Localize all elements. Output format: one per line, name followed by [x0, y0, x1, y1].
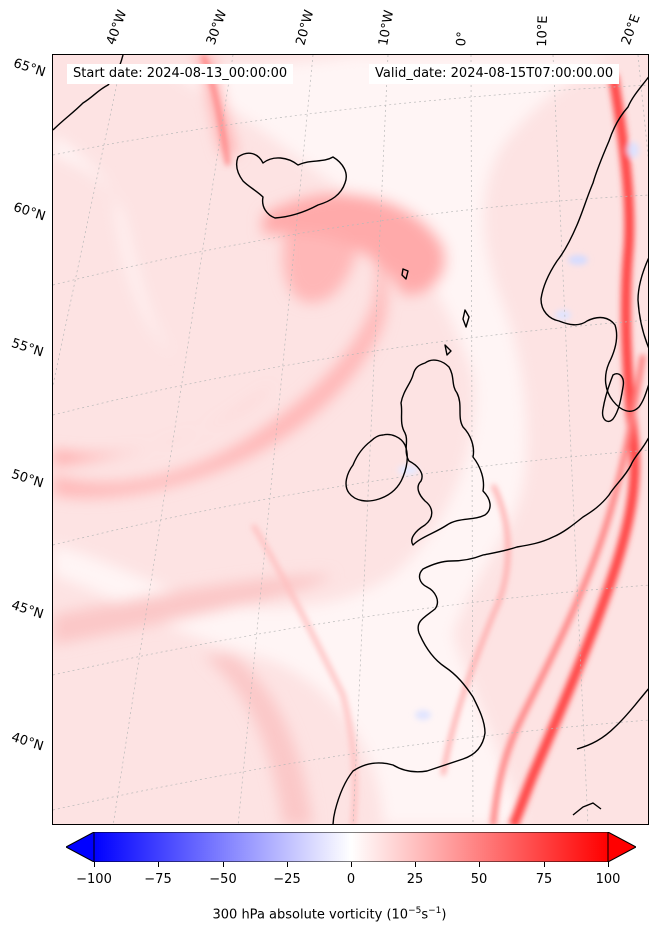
latitude-label-45n: 45°N [9, 598, 46, 623]
shetland-islands [462, 309, 470, 328]
colorbar [66, 832, 636, 862]
colorbar-label-close: ) [441, 907, 447, 923]
colorbar-label-text: 300 hPa absolute vorticity (10 [212, 907, 409, 923]
colorbar-label-exponent: −5 [408, 906, 422, 916]
latitude-label-40n: 40°N [9, 730, 46, 755]
valid-date-label: Valid_date: 2024-08-15T07:00:00.00 [369, 64, 620, 84]
colorbar-tickmark [479, 862, 480, 867]
start-date-label: Start date: 2024-08-13_00:00:00 [67, 64, 294, 84]
map-panel [52, 54, 649, 825]
colorbar-high-extension [607, 832, 636, 862]
north-africa-coast [572, 802, 602, 816]
colorbar-tick-label: −75 [144, 872, 172, 887]
colorbar-gradient [93, 832, 609, 862]
colorbar-tickmark [415, 862, 416, 867]
colorbar-tickmark [544, 862, 545, 867]
iceland-coast [235, 152, 347, 219]
longitude-label-10e: 10°E [535, 15, 552, 47]
denmark-coast [601, 373, 625, 423]
colorbar-low-extension [66, 832, 95, 862]
colorbar-label-unit: s [421, 907, 429, 923]
colorbar-label: 300 hPa absolute vorticity (10−5s−1) [0, 906, 659, 922]
latitude-label-50n: 50°N [9, 467, 46, 492]
colorbar-tickmark [608, 862, 609, 867]
longitude-label-0: 0° [454, 30, 471, 47]
sweden-coast [637, 257, 648, 348]
great-britain-coast [400, 359, 491, 546]
colorbar-tick-label: −50 [209, 872, 237, 887]
latitude-label-55n: 55°N [9, 336, 46, 361]
colorbar-tick-label: 75 [535, 872, 553, 887]
colorbar-tickmark [158, 862, 159, 867]
coastlines [53, 55, 648, 824]
colorbar-tickmark [94, 862, 95, 867]
faroe-islands [401, 268, 409, 280]
vorticity-jets [201, 55, 646, 824]
colorbar-tick-label: 100 [595, 872, 621, 887]
latitude-label-60n: 60°N [11, 200, 48, 225]
longitude-label-10w: 10°W [376, 9, 398, 48]
longitude-label-40w: 40°W [103, 8, 131, 47]
scandinavia-coast [540, 76, 648, 412]
continental-europe-coast [332, 437, 648, 824]
vorticity-field [53, 55, 613, 824]
colorbar-tick-label: 0 [346, 872, 356, 887]
colorbar-tickmark [351, 862, 352, 867]
longitude-label-20e: 20°E [618, 12, 644, 48]
longitude-label-30w: 30°W [203, 8, 231, 47]
colorbar-tickmark [223, 862, 224, 867]
colorbar-tick-label: −100 [76, 872, 112, 887]
colorbar-tick-label: 50 [470, 872, 488, 887]
orkney-islands [444, 344, 452, 356]
latitude-label-65n: 65°N [11, 56, 48, 81]
iberia-mediterranean-coast [576, 688, 648, 750]
colorbar-tick-label: −25 [273, 872, 301, 887]
ireland-coast [345, 433, 408, 502]
colorbar-label-exponent: −1 [428, 906, 442, 916]
vorticity-map [53, 55, 648, 824]
colorbar-tick-label: 25 [406, 872, 424, 887]
longitude-label-20w: 20°W [293, 8, 318, 47]
colorbar-tickmark [287, 862, 288, 867]
